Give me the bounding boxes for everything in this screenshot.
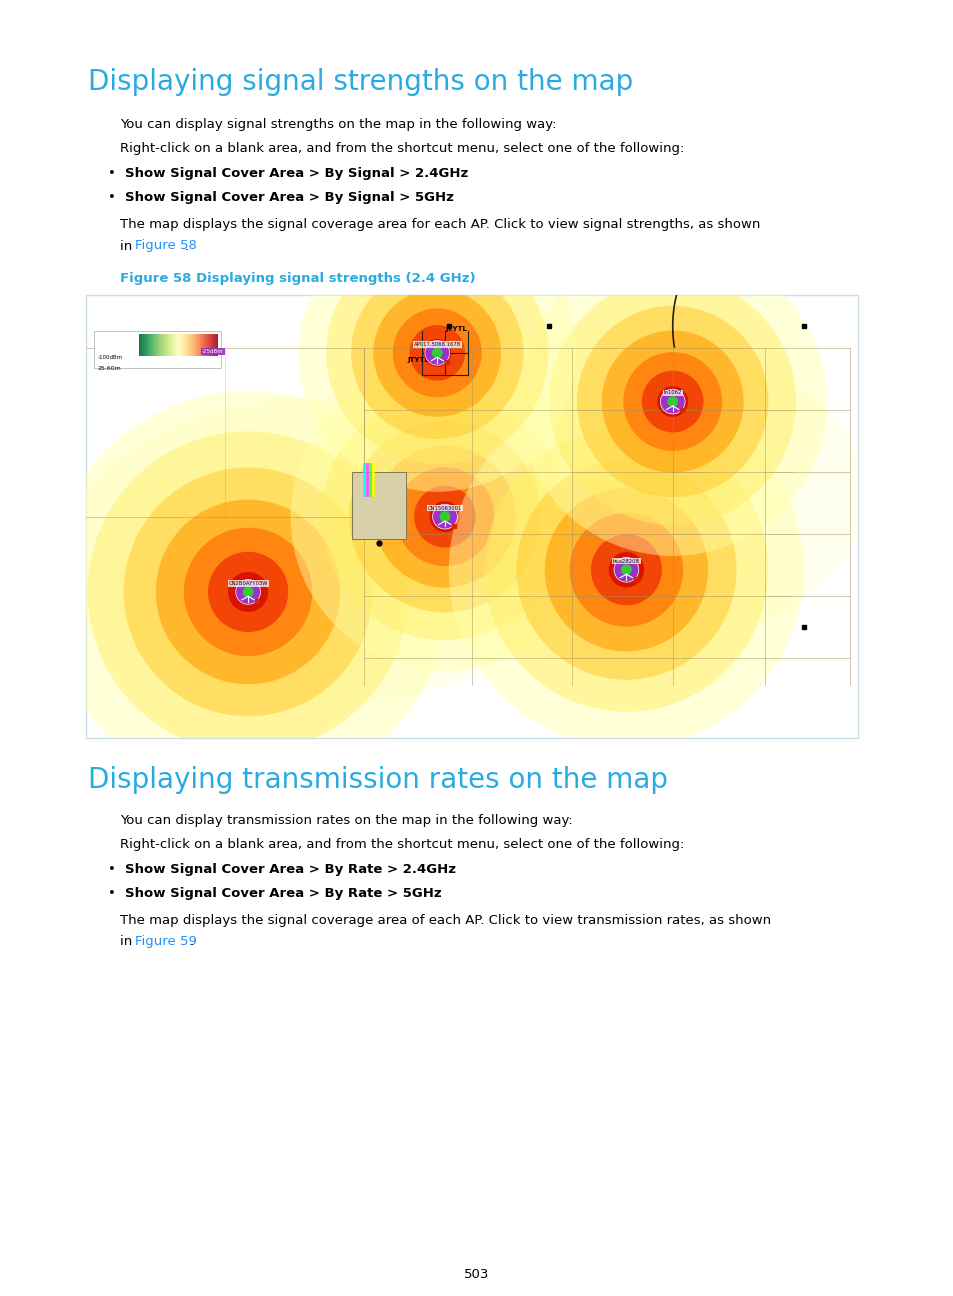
Circle shape: [374, 446, 516, 587]
Circle shape: [124, 468, 373, 717]
Text: .: .: [190, 936, 193, 949]
Circle shape: [601, 330, 743, 473]
Circle shape: [608, 552, 643, 587]
Text: in: in: [120, 240, 136, 253]
Text: in: in: [120, 936, 136, 949]
Circle shape: [432, 347, 442, 358]
Circle shape: [291, 363, 598, 671]
Text: In1062: In1062: [663, 390, 681, 395]
Ellipse shape: [310, 328, 864, 661]
Circle shape: [549, 279, 796, 525]
Text: •: •: [108, 863, 115, 876]
Text: -25dBm: -25dBm: [202, 350, 224, 354]
Circle shape: [409, 325, 464, 381]
Circle shape: [155, 499, 340, 684]
Circle shape: [622, 353, 721, 451]
Text: •: •: [108, 167, 115, 180]
Text: The map displays the signal coverage area for each AP. Click to view signal stre: The map displays the signal coverage are…: [120, 218, 760, 231]
Circle shape: [395, 468, 494, 566]
Text: CN15063001: CN15063001: [427, 505, 461, 511]
Text: .: .: [185, 240, 189, 253]
Circle shape: [590, 534, 661, 605]
Text: -100dBm: -100dBm: [97, 355, 123, 360]
Circle shape: [666, 397, 678, 407]
Circle shape: [235, 579, 260, 604]
Circle shape: [242, 587, 253, 597]
Text: You can display transmission rates on the map in the following way:: You can display transmission rates on th…: [120, 814, 572, 827]
Circle shape: [439, 511, 450, 522]
Text: 25.60m: 25.60m: [97, 367, 121, 372]
Circle shape: [659, 389, 684, 413]
Text: Show Signal Cover Area > By Rate > 5GHz: Show Signal Cover Area > By Rate > 5GHz: [125, 886, 441, 899]
Circle shape: [517, 248, 826, 556]
Ellipse shape: [67, 397, 568, 708]
Text: AP017.5068.1678: AP017.5068.1678: [414, 342, 460, 347]
Circle shape: [349, 421, 540, 613]
Text: Figure 59: Figure 59: [135, 936, 196, 949]
Circle shape: [298, 214, 576, 491]
Text: Displaying transmission rates on the map: Displaying transmission rates on the map: [88, 766, 667, 794]
Circle shape: [614, 557, 639, 582]
Circle shape: [429, 502, 460, 533]
Bar: [93, 330, 221, 368]
Circle shape: [414, 486, 476, 547]
Text: •: •: [108, 886, 115, 899]
Text: Figure 58: Figure 58: [135, 240, 196, 253]
Text: Figure 58 Displaying signal strengths (2.4 GHz): Figure 58 Displaying signal strengths (2…: [120, 272, 476, 285]
Text: You can display signal strengths on the map in the following way:: You can display signal strengths on the …: [120, 118, 556, 131]
Circle shape: [424, 341, 449, 365]
Circle shape: [326, 241, 548, 464]
Circle shape: [657, 386, 687, 417]
Circle shape: [423, 340, 451, 367]
Text: hua28208: hua28208: [613, 559, 639, 564]
Circle shape: [208, 552, 288, 632]
Circle shape: [373, 289, 500, 417]
Circle shape: [228, 572, 268, 612]
Text: The map displays the signal coverage area of each AP. Click to view transmission: The map displays the signal coverage are…: [120, 914, 770, 927]
Bar: [352, 472, 406, 539]
Circle shape: [351, 267, 523, 439]
Circle shape: [577, 306, 768, 498]
Text: JTYTL: JTYTL: [407, 358, 429, 363]
Text: Show Signal Cover Area > By Signal > 2.4GHz: Show Signal Cover Area > By Signal > 2.4…: [125, 167, 468, 180]
Circle shape: [620, 564, 631, 575]
Circle shape: [641, 371, 703, 433]
Text: Displaying signal strengths on the map: Displaying signal strengths on the map: [88, 67, 633, 96]
Text: JTYTL: JTYTL: [445, 327, 467, 332]
Text: 503: 503: [464, 1267, 489, 1280]
Bar: [86, 295, 857, 737]
Circle shape: [48, 391, 448, 793]
Text: Show Signal Cover Area > By Signal > 5GHz: Show Signal Cover Area > By Signal > 5GH…: [125, 191, 454, 203]
Text: Right-click on a blank area, and from the shortcut menu, select one of the follo: Right-click on a blank area, and from th…: [120, 839, 683, 851]
Text: •: •: [108, 191, 115, 203]
Circle shape: [432, 504, 456, 529]
Circle shape: [184, 527, 312, 656]
Text: CN2B0AYY03W: CN2B0AYY03W: [228, 581, 268, 586]
Circle shape: [321, 393, 568, 640]
Circle shape: [448, 393, 803, 748]
Circle shape: [544, 489, 707, 652]
Text: Right-click on a blank area, and from the shortcut menu, select one of the follo: Right-click on a blank area, and from th…: [120, 143, 683, 156]
Text: Show Signal Cover Area > By Rate > 2.4GHz: Show Signal Cover Area > By Rate > 2.4GH…: [125, 863, 456, 876]
Circle shape: [484, 428, 768, 712]
Circle shape: [569, 513, 682, 626]
Circle shape: [393, 308, 481, 398]
Circle shape: [88, 432, 408, 753]
Circle shape: [516, 460, 736, 680]
